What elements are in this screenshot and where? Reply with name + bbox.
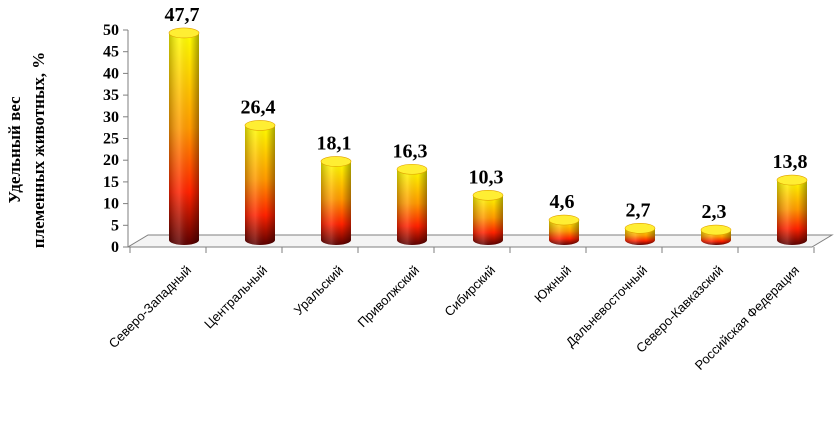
bar-top xyxy=(700,224,732,236)
bar-shade xyxy=(169,32,199,246)
category-label: Северо-Западный xyxy=(106,263,194,351)
data-label: 2,7 xyxy=(626,199,651,221)
bar-shade xyxy=(777,180,807,245)
y-tick-label: 0 xyxy=(111,239,119,256)
bar xyxy=(700,224,732,245)
bar xyxy=(168,27,200,246)
data-labels: 47,7 26,4 18,1 16,3 10,3 4,6 2,7 2,3 13,8 xyxy=(165,4,808,223)
bar-shade xyxy=(397,169,427,245)
y-tick-label: 45 xyxy=(103,44,119,61)
y-tick-label: 25 xyxy=(103,131,119,148)
y-axis-title: Удельный вес племенных животных, % xyxy=(5,52,48,249)
y-tick-label: 50 xyxy=(103,22,119,39)
bar xyxy=(624,222,656,245)
category-labels: Северо-Западный Центральный Уральский Приво… xyxy=(106,263,802,373)
y-tick-label: 10 xyxy=(103,196,119,213)
bar-top xyxy=(548,214,580,226)
category-label: Приволжский xyxy=(355,263,423,331)
y-tick-label: 30 xyxy=(103,109,119,126)
bar xyxy=(396,163,428,245)
category-label: Центральный xyxy=(201,263,270,332)
bar-top xyxy=(320,156,352,167)
data-label: 4,6 xyxy=(550,191,575,213)
bar xyxy=(244,120,276,245)
data-label: 13,8 xyxy=(773,151,808,173)
category-label: Сибирский xyxy=(441,263,498,320)
y-tick-label: 5 xyxy=(111,217,119,234)
y-tick-label: 40 xyxy=(103,65,119,82)
data-label: 47,7 xyxy=(165,4,200,26)
bar-shade xyxy=(321,161,351,245)
y-axis-title-line1: Удельный вес xyxy=(5,96,24,204)
bar xyxy=(548,214,580,245)
y-tick-label: 15 xyxy=(103,174,119,191)
y-tick-label: 20 xyxy=(103,152,119,169)
category-label: Уральский xyxy=(291,263,346,318)
bar-top xyxy=(396,163,428,175)
data-label: 16,3 xyxy=(393,140,428,162)
bar-top xyxy=(776,174,808,186)
bar xyxy=(776,174,808,245)
bar-shade xyxy=(549,220,579,245)
y-tick-label: 35 xyxy=(103,87,119,104)
bar xyxy=(320,156,352,245)
category-label: Южный xyxy=(531,263,574,306)
data-label: 2,3 xyxy=(702,201,727,223)
data-label: 10,3 xyxy=(469,166,504,188)
data-label: 26,4 xyxy=(241,96,276,118)
category-label: Дальневосточный xyxy=(563,263,650,350)
bar-shade xyxy=(473,195,503,245)
bar-top xyxy=(244,120,276,131)
bars xyxy=(168,27,808,246)
bar-shade xyxy=(245,125,275,245)
bar xyxy=(472,189,504,245)
bar-top xyxy=(624,222,656,234)
data-label: 18,1 xyxy=(317,132,352,154)
y-axis-title-line2: племенных животных, % xyxy=(29,52,48,249)
bar-top xyxy=(168,27,200,39)
bar-top xyxy=(472,189,504,201)
